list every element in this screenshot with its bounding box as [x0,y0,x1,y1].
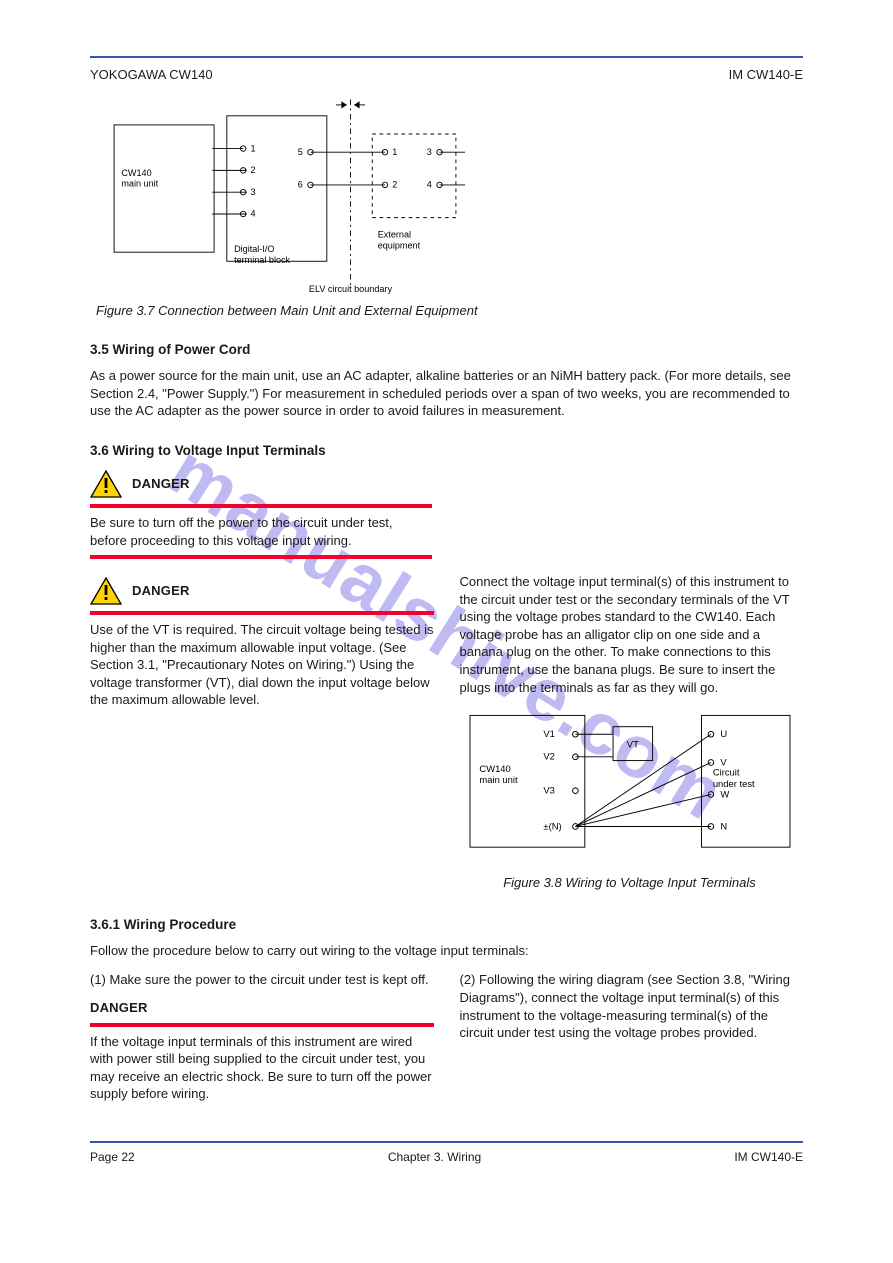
warning-icon [90,577,122,605]
section-3-6-1-step1: (1) Make sure the power to the circuit u… [90,971,434,989]
svg-text:1: 1 [392,146,397,156]
danger-1-body: Be sure to turn off the power to the cir… [90,508,432,555]
section-3-6-right-para: Connect the voltage input terminal(s) of… [460,573,804,696]
svg-text:V: V [720,756,727,767]
section-3-6-title: 3.6 Wiring to Voltage Input Terminals [90,442,803,460]
danger-3-body: If the voltage input terminals of this i… [90,1027,434,1109]
danger-1: DANGER Be sure to turn off the power to … [90,468,432,559]
danger-2: DANGER Use of the VT is required. The ci… [90,575,434,715]
section-3-6-right: Connect the voltage input terminal(s) of… [460,567,804,893]
running-footer: Page 22 Chapter 3. Wiring IM CW140-E [90,1149,803,1165]
figure-3-7-svg: CW140main unit Digital-I/Oterminal block E… [90,94,500,294]
figure-3-8-svg: CW140main unit Circuitunder test VT V1 V2 V3 ±… [460,706,800,866]
svg-text:W: W [720,788,729,799]
svg-text:N: N [720,820,727,831]
svg-text:4: 4 [427,179,432,189]
section-3-6-1-intro: Follow the procedure below to carry out … [90,942,803,960]
page: manualshive.com YOKOGAWA CW140 IM CW140-… [0,0,893,1263]
section-3-6-1-left: (1) Make sure the power to the circuit u… [90,965,434,1116]
svg-text:ELV circuit boundary: ELV circuit boundary [309,284,393,294]
svg-text:2: 2 [392,179,397,189]
danger-3-label: DANGER [90,999,148,1017]
svg-text:VT: VT [626,739,638,750]
header-left: YOKOGAWA CW140 [90,66,213,84]
footer-page: Page 22 [90,1149,135,1165]
svg-text:3: 3 [427,146,432,156]
content: YOKOGAWA CW140 IM CW140-E CW140main unit… [90,56,803,1195]
figure-3-7-caption: Figure 3.7 Connection between Main Unit … [96,302,500,320]
svg-text:Digital-I/Oterminal block: Digital-I/Oterminal block [234,244,290,265]
section-3-6-1-title: 3.6.1 Wiring Procedure [90,916,803,934]
section-3-5-title: 3.5 Wiring of Power Cord [90,341,803,359]
svg-text:1: 1 [250,143,255,153]
section-3-5-body: As a power source for the main unit, use… [90,367,803,420]
svg-text:V3: V3 [543,785,555,796]
section-3-6-1-right: (2) Following the wiring diagram (see Se… [460,965,804,1047]
svg-text:6: 6 [298,179,303,189]
danger-2-body: Use of the VT is required. The circuit v… [90,615,434,715]
svg-text:5: 5 [298,146,303,156]
section-3-6-1-step2: (2) Following the wiring diagram (see Se… [460,971,804,1041]
figure-3-7: CW140main unit Digital-I/Oterminal block E… [90,94,500,320]
figure-3-8-caption: Figure 3.8 Wiring to Voltage Input Termi… [460,874,800,892]
svg-text:U: U [720,728,727,739]
figure-3-8: CW140main unit Circuitunder test VT V1 V2 V3 ±… [460,706,800,892]
footer-rule [90,1141,803,1143]
svg-text:±(N): ±(N) [543,820,561,831]
svg-text:V2: V2 [543,751,555,762]
svg-text:CW140main unit: CW140main unit [479,763,518,785]
footer-right: IM CW140-E [734,1149,803,1165]
footer-center: Chapter 3. Wiring [388,1149,481,1165]
section-3-6-columns: DANGER Use of the VT is required. The ci… [90,567,803,893]
svg-text:2: 2 [250,165,255,175]
danger-3: DANGER If the voltage input terminals of… [90,997,434,1109]
danger-1-label: DANGER [132,475,190,493]
section-3-6-1-columns: (1) Make sure the power to the circuit u… [90,965,803,1116]
header-right: IM CW140-E [729,66,803,84]
section-3-6-left: DANGER Use of the VT is required. The ci… [90,567,434,723]
danger-1-rule-bottom [90,555,432,559]
header-rule [90,56,803,58]
svg-text:CW140main unit: CW140main unit [121,167,158,188]
svg-text:V1: V1 [543,728,555,739]
danger-2-label: DANGER [132,582,190,600]
warning-icon [90,470,122,498]
svg-text:Circuitunder test: Circuitunder test [712,767,754,789]
svg-text:3: 3 [250,186,255,196]
svg-text:4: 4 [250,208,255,218]
svg-text:Externalequipment: Externalequipment [378,229,421,250]
running-header: YOKOGAWA CW140 IM CW140-E [90,66,803,84]
